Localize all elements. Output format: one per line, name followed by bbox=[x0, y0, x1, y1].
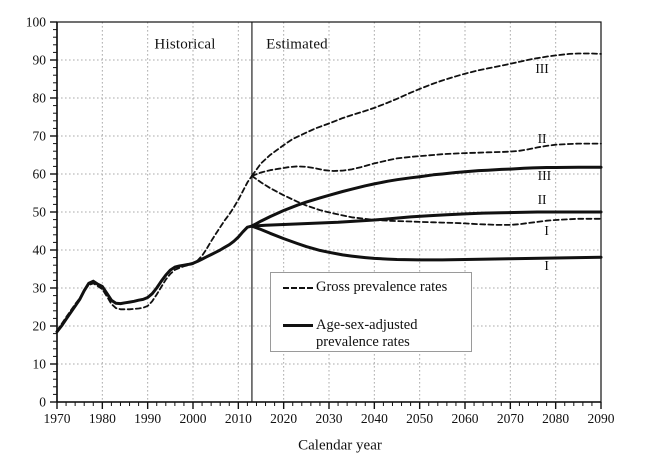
y-tick-label: 60 bbox=[33, 167, 47, 182]
series-gross-I bbox=[250, 174, 602, 226]
x-tick-label: 2090 bbox=[588, 411, 615, 426]
curve-label-adjusted-III: III bbox=[537, 167, 552, 183]
series-gross-historical bbox=[56, 174, 253, 332]
y-tick-label: 10 bbox=[33, 357, 47, 372]
legend-item-adjusted: Age-sex-adjusted prevalence rates bbox=[283, 317, 467, 351]
x-tick-label: 2010 bbox=[225, 411, 252, 426]
series-adjusted-I bbox=[250, 224, 603, 262]
legend-label-adjusted: Age-sex-adjusted prevalence rates bbox=[316, 317, 417, 351]
legend-item-gross: Gross prevalence rates bbox=[283, 279, 467, 296]
legend-label-gross: Gross prevalence rates bbox=[316, 279, 448, 295]
curve-label-gross-I: I bbox=[544, 223, 549, 238]
y-tick-label: 30 bbox=[33, 281, 47, 296]
x-tick-label: 1970 bbox=[44, 411, 71, 426]
legend-box: Gross prevalence rates Age-sex-adjusted … bbox=[270, 272, 472, 352]
curve-label-adjusted-II: II bbox=[537, 191, 547, 207]
legend-label-adjusted-line1: Age-sex-adjusted bbox=[316, 317, 418, 333]
region-label-estimated: Estimated bbox=[266, 36, 328, 53]
x-tick-label: 2030 bbox=[316, 411, 343, 426]
x-tick-label: 2040 bbox=[361, 411, 388, 426]
x-tick-label: 2080 bbox=[542, 411, 569, 426]
solid-line-sample bbox=[283, 324, 313, 327]
curve-label-gross-III: III bbox=[535, 61, 549, 77]
y-tick-label: 0 bbox=[39, 395, 46, 410]
x-axis-title: Calendar year bbox=[298, 437, 382, 454]
y-tick-label: 80 bbox=[33, 91, 47, 106]
y-tick-label: 100 bbox=[26, 15, 47, 30]
series-adjusted-III bbox=[250, 165, 603, 228]
curve-label-adjusted-I: I bbox=[544, 257, 549, 273]
curve-label-gross-II: II bbox=[537, 131, 547, 147]
x-tick-label: 2050 bbox=[406, 411, 433, 426]
x-tick-label: 1980 bbox=[89, 411, 116, 426]
series-adjusted-II bbox=[250, 210, 603, 228]
x-tick-label: 2000 bbox=[180, 411, 207, 426]
y-tick-label: 20 bbox=[33, 319, 47, 334]
x-tick-label: 2060 bbox=[452, 411, 479, 426]
dashed-line-sample bbox=[283, 287, 313, 289]
y-tick-label: 40 bbox=[33, 243, 47, 258]
y-tick-label: 70 bbox=[33, 129, 47, 144]
y-tick-label: 50 bbox=[33, 205, 47, 220]
region-label-historical: Historical bbox=[154, 36, 216, 53]
legend-label-adjusted-line2: prevalence rates bbox=[316, 334, 410, 350]
series-gross-III bbox=[250, 52, 602, 177]
y-tick-label: 90 bbox=[33, 53, 47, 68]
x-tick-label: 2070 bbox=[497, 411, 524, 426]
series-gross-II bbox=[250, 142, 602, 177]
x-tick-label: 2020 bbox=[270, 411, 297, 426]
x-tick-label: 1990 bbox=[134, 411, 161, 426]
series-adjusted-historical bbox=[55, 224, 254, 334]
